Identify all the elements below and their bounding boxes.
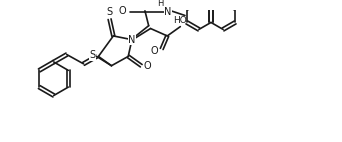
Text: N: N <box>165 7 172 17</box>
Text: S: S <box>107 7 113 17</box>
Text: O: O <box>150 46 158 56</box>
Text: O: O <box>119 6 126 16</box>
Text: HO: HO <box>173 16 187 25</box>
Text: S: S <box>90 50 96 60</box>
Text: H: H <box>158 0 164 8</box>
Text: O: O <box>143 61 151 71</box>
Text: N: N <box>128 35 136 45</box>
